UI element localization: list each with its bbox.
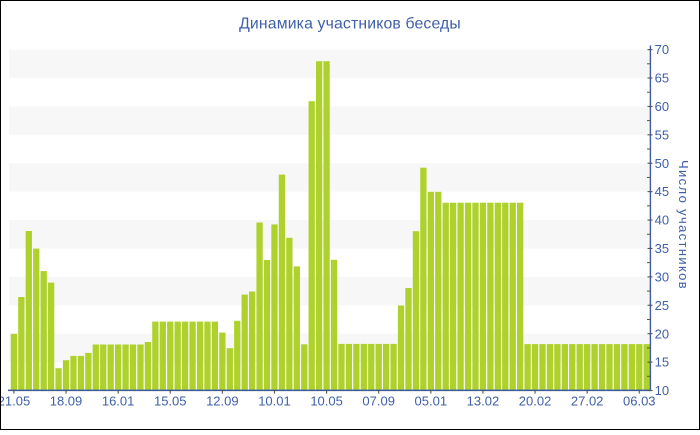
svg-text:55: 55 [655, 127, 669, 142]
svg-text:10: 10 [655, 383, 669, 398]
svg-text:13.02: 13.02 [467, 394, 500, 409]
svg-text:70: 70 [655, 42, 669, 57]
svg-text:40: 40 [655, 213, 669, 228]
svg-text:65: 65 [655, 71, 669, 86]
svg-text:15: 15 [655, 355, 669, 370]
svg-text:45: 45 [655, 184, 669, 199]
svg-text:27.02: 27.02 [571, 394, 604, 409]
svg-text:25: 25 [655, 298, 669, 313]
svg-text:12.09: 12.09 [206, 394, 239, 409]
svg-text:20.02: 20.02 [519, 394, 552, 409]
svg-text:06.03: 06.03 [623, 394, 656, 409]
svg-text:20: 20 [655, 326, 669, 341]
svg-text:50: 50 [655, 156, 669, 171]
svg-text:Динамика участников беседы: Динамика участников беседы [239, 15, 461, 32]
svg-text:18.09: 18.09 [50, 394, 83, 409]
svg-text:35: 35 [655, 241, 669, 256]
svg-text:15.05: 15.05 [154, 394, 187, 409]
svg-text:10.01: 10.01 [258, 394, 291, 409]
svg-text:07.09: 07.09 [362, 394, 395, 409]
svg-text:16.01: 16.01 [102, 394, 135, 409]
svg-text:21.05: 21.05 [0, 394, 30, 409]
svg-text:Число участников: Число участников [676, 160, 691, 290]
svg-text:30: 30 [655, 269, 669, 284]
svg-text:05.01: 05.01 [415, 394, 448, 409]
svg-text:10.05: 10.05 [310, 394, 343, 409]
svg-text:60: 60 [655, 99, 669, 114]
